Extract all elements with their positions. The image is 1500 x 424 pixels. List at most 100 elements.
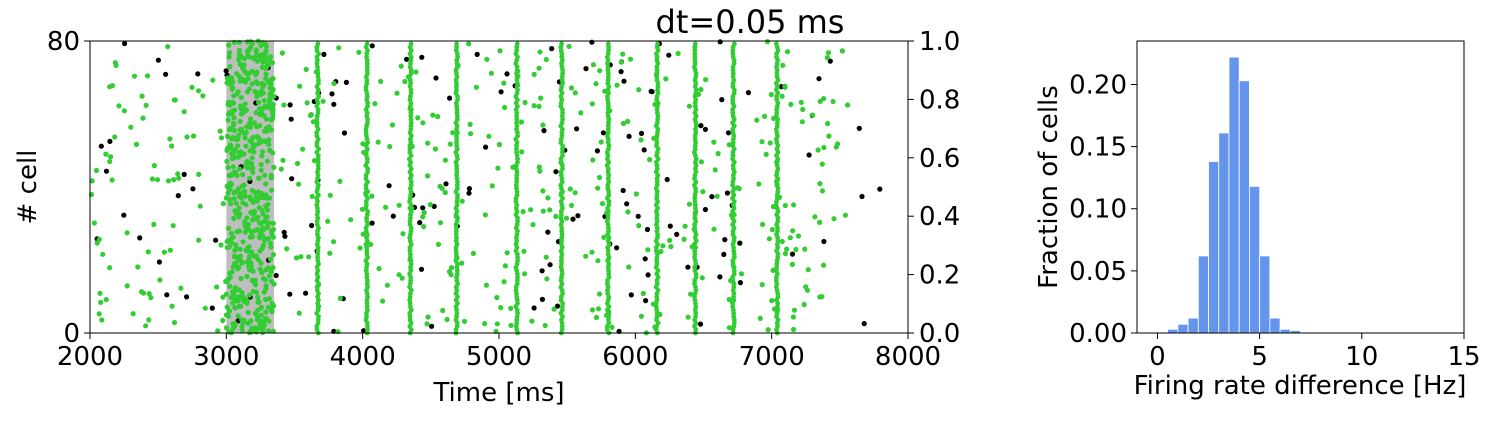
- spike-dot-green: [590, 157, 596, 163]
- spike-dot-green: [598, 139, 604, 145]
- spike-dot-green: [519, 149, 525, 155]
- spike-dot-green: [589, 249, 595, 255]
- spike-dot-black: [137, 235, 143, 241]
- spike-dot-green: [167, 136, 173, 142]
- spike-dot-green: [242, 135, 248, 141]
- spike-dot-green: [498, 305, 504, 311]
- spike-dot-green: [536, 103, 542, 109]
- spike-dot-green: [107, 158, 113, 165]
- spike-dot-green: [675, 50, 681, 57]
- spike-dot-green: [486, 133, 492, 139]
- spike-dot-black: [721, 251, 727, 257]
- spike-dot-green: [782, 202, 788, 209]
- spike-dot-green: [226, 54, 232, 60]
- spike-dot-green: [236, 39, 242, 45]
- spike-dot-green: [307, 112, 313, 118]
- spike-dot-black: [209, 305, 215, 311]
- spike-dot-green: [590, 62, 597, 68]
- spike-dot-green: [231, 93, 237, 99]
- spike-dot-green: [112, 134, 118, 140]
- spike-dot-green: [482, 321, 488, 327]
- spike-dot-green: [236, 303, 242, 310]
- spike-dot-green: [281, 102, 287, 108]
- burst-dot: [315, 41, 321, 47]
- spike-dot-green: [246, 244, 252, 250]
- spike-dot-green: [270, 109, 276, 115]
- spike-dot-green: [812, 214, 818, 220]
- spike-dot-green: [269, 187, 275, 193]
- spike-dot-green: [215, 328, 221, 334]
- spike-dot-green: [681, 236, 687, 242]
- spike-dot-black: [281, 229, 287, 235]
- spike-dot-green: [596, 174, 603, 181]
- spike-dot-green: [121, 108, 127, 114]
- spike-dot-black: [331, 101, 337, 107]
- spike-dot-green: [247, 120, 253, 126]
- spike-dot-black: [545, 229, 551, 235]
- spike-dot-black: [645, 272, 651, 278]
- spike-dot-green: [258, 304, 264, 310]
- spike-dot-green: [518, 119, 525, 125]
- spike-dot-green: [250, 327, 256, 334]
- burst-dot: [655, 41, 660, 47]
- spike-dot-green: [396, 202, 402, 208]
- spike-dot-green: [402, 78, 408, 85]
- spike-dot-green: [151, 221, 157, 227]
- spike-dot-green: [780, 62, 786, 68]
- spike-dot-black: [107, 138, 113, 144]
- spike-dot-green: [369, 193, 375, 199]
- burst-dot: [315, 166, 321, 172]
- spike-dot-green: [266, 318, 272, 324]
- spike-dot-green: [146, 291, 152, 297]
- burst-dot: [559, 41, 564, 47]
- burst-dot: [408, 215, 413, 221]
- spike-dot-green: [256, 106, 263, 112]
- spike-dot-green: [263, 76, 269, 82]
- spike-dot-green: [228, 201, 234, 207]
- spike-dot-green: [593, 314, 600, 321]
- spike-dot-green: [96, 311, 102, 317]
- spike-dot-green: [596, 291, 603, 297]
- spike-dot-green: [242, 219, 248, 225]
- spike-dot-green: [495, 165, 501, 171]
- raster-y-tick-label: 0: [63, 319, 80, 349]
- spike-dot-green: [241, 182, 247, 188]
- burst-dot: [605, 130, 611, 136]
- spike-dot-green: [175, 171, 181, 177]
- spike-dot-black: [709, 194, 715, 200]
- spike-dot-green: [357, 245, 363, 251]
- spike-dot-green: [255, 81, 261, 87]
- spike-dot-green: [128, 124, 134, 130]
- spike-dot-black: [745, 90, 752, 96]
- spike-dot-green: [625, 209, 631, 215]
- spike-dot-green: [254, 53, 260, 59]
- spike-dot-green: [376, 266, 382, 272]
- raster-title: dt=0.05 ms: [656, 3, 845, 41]
- spike-dot-green: [636, 87, 642, 93]
- histogram-y-tick-label: 0.00: [1069, 319, 1127, 349]
- spike-dot-green: [265, 201, 271, 207]
- histogram-bar: [1197, 255, 1209, 334]
- spike-dot-black: [155, 57, 161, 63]
- spike-dot-green: [336, 45, 342, 51]
- spike-dot-green: [626, 264, 632, 270]
- spike-dot-black: [666, 52, 672, 58]
- raster-right-tick-label: 0.6: [919, 144, 960, 174]
- spike-dot-green: [711, 226, 717, 232]
- spike-dot-green: [298, 254, 304, 260]
- spike-dot-black: [816, 76, 822, 82]
- spike-dot-green: [831, 216, 837, 222]
- spike-dot-green: [768, 91, 774, 98]
- histogram-bar: [1208, 161, 1220, 334]
- spike-dot-green: [767, 140, 773, 146]
- spike-dot-green: [230, 325, 236, 331]
- spike-dot-green: [231, 190, 237, 196]
- spike-dot-green: [244, 259, 250, 265]
- spike-dot-green: [306, 254, 312, 260]
- burst-dot: [654, 71, 660, 76]
- spike-dot-green: [589, 101, 595, 107]
- spike-dot-green: [229, 108, 235, 114]
- burst-dot: [315, 307, 321, 313]
- spike-dot-green: [437, 183, 443, 189]
- spike-dot-green: [259, 233, 265, 239]
